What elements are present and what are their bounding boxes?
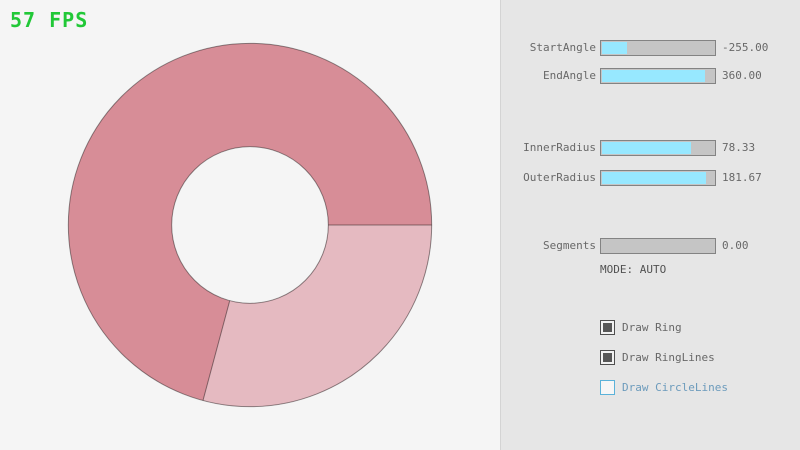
outerradius-slider[interactable] [600, 170, 716, 186]
draw-circlelines-label: Draw CircleLines [622, 381, 728, 394]
checkbox-row-draw-circlelines: Draw CircleLines [600, 380, 728, 395]
checkbox-row-draw-ring: Draw Ring [600, 320, 682, 335]
startangle-label: StartAngle [529, 41, 596, 54]
draw-ring-label: Draw Ring [622, 321, 682, 334]
checkbox-row-draw-ringlines: Draw RingLines [600, 350, 715, 365]
draw-ring-checkbox[interactable] [600, 320, 615, 335]
draw-ringlines-label: Draw RingLines [622, 351, 715, 364]
slider-row-endangle: EndAngle 360.00 [0, 68, 800, 84]
ring-outer-outline [67, 42, 433, 408]
innerradius-slider[interactable] [600, 140, 716, 156]
innerradius-value: 78.33 [722, 141, 756, 154]
endangle-label: EndAngle [543, 69, 596, 82]
outerradius-value: 181.67 [722, 171, 762, 184]
startangle-slider[interactable] [600, 40, 716, 56]
fps-counter: 57 FPS [10, 8, 89, 32]
outerradius-slider-fill [602, 172, 706, 184]
slider-row-startangle: StartAngle -255.00 [0, 40, 800, 56]
segments-slider[interactable] [600, 238, 716, 254]
segments-label: Segments [543, 239, 596, 252]
draw-circlelines-checkbox[interactable] [600, 380, 615, 395]
ring-base-annulus [68, 43, 432, 407]
endangle-slider[interactable] [600, 68, 716, 84]
slider-row-innerradius: InnerRadius 78.33 [0, 140, 800, 156]
slider-row-outerradius: OuterRadius 181.67 [0, 170, 800, 186]
mode-status-text: MODE: AUTO [600, 263, 667, 276]
innerradius-label: InnerRadius [523, 141, 596, 154]
segments-value: 0.00 [722, 239, 749, 252]
outerradius-label: OuterRadius [523, 171, 596, 184]
startangle-slider-fill [602, 42, 627, 54]
startangle-value: -255.00 [722, 41, 769, 54]
endangle-slider-fill [602, 70, 705, 82]
slider-row-segments: Segments 0.00 [0, 238, 800, 254]
innerradius-slider-fill [602, 142, 692, 154]
draw-ringlines-checkbox[interactable] [600, 350, 615, 365]
ring-start-angle-line [202, 300, 231, 401]
endangle-value: 360.00 [722, 69, 762, 82]
